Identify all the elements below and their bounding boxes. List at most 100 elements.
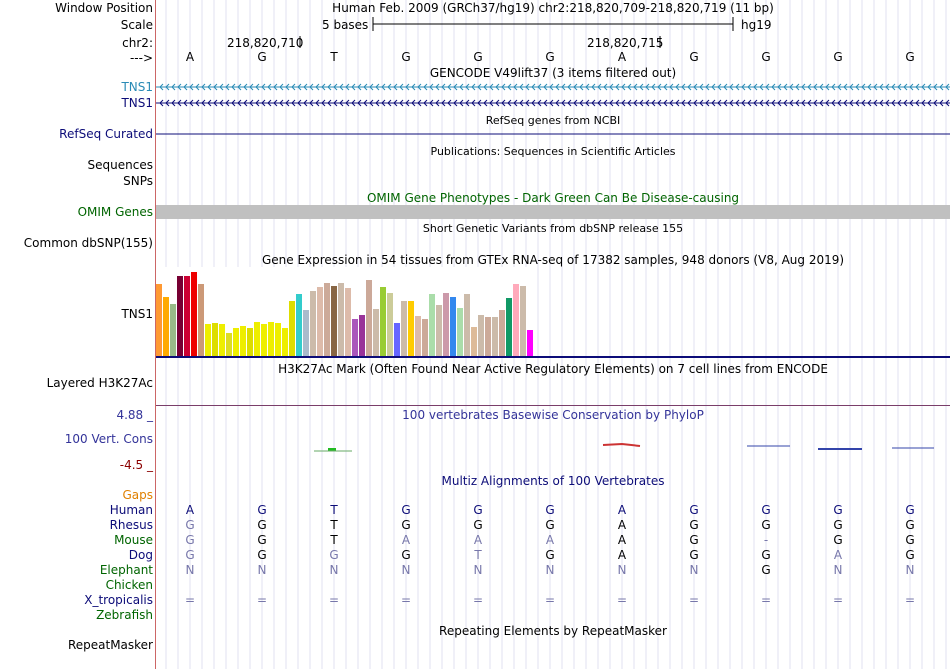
gtex-tissue-bar[interactable] <box>443 293 449 356</box>
dbsnp-track-title[interactable]: Short Genetic Variants from dbSNP releas… <box>422 222 684 235</box>
gtex-tissue-bar[interactable] <box>471 327 477 356</box>
repeatmasker-track-title[interactable]: Repeating Elements by RepeatMasker <box>439 624 667 638</box>
omim-genes-label[interactable]: OMIM Genes <box>77 205 153 219</box>
gtex-tissue-bar[interactable] <box>485 317 491 356</box>
alignment-base: T <box>474 548 482 562</box>
gtex-tissue-bar[interactable] <box>191 272 197 356</box>
gtex-tissue-bar[interactable] <box>233 328 239 356</box>
gtex-tissue-bar[interactable] <box>170 304 176 356</box>
alignment-base: = <box>400 593 412 607</box>
gtex-tissue-bar[interactable] <box>380 287 386 356</box>
gencode-track-title[interactable]: GENCODE V49lift37 (3 items filtered out) <box>429 66 677 80</box>
gtex-tissue-bar[interactable] <box>184 276 190 356</box>
omim-gene-bar[interactable] <box>156 205 950 219</box>
multiz-track-title[interactable]: Multiz Alignments of 100 Vertebrates <box>441 474 665 488</box>
gtex-tissue-bar[interactable] <box>254 322 260 356</box>
gtex-tissue-bar[interactable] <box>247 328 253 356</box>
refseq-curated-label[interactable]: RefSeq Curated <box>59 127 153 141</box>
layered-h3k27ac-label[interactable]: Layered H3K27Ac <box>46 376 153 390</box>
gtex-tissue-bar[interactable] <box>513 284 519 356</box>
gtex-expression-chart[interactable] <box>156 267 536 356</box>
gtex-tissue-bar[interactable] <box>373 309 379 356</box>
alignment-base: N <box>185 563 195 577</box>
species-label[interactable]: Zebrafish <box>96 608 153 622</box>
snps-label[interactable]: SNPs <box>123 174 153 188</box>
gtex-tissue-bar[interactable] <box>275 323 281 356</box>
phylop-track-title[interactable]: 100 vertebrates Basewise Conservation by… <box>402 408 704 422</box>
gtex-tissue-bar[interactable] <box>156 284 162 356</box>
gtex-tissue-bar[interactable] <box>401 301 407 356</box>
gtex-tissue-bar[interactable] <box>520 286 526 356</box>
gtex-tissue-bar[interactable] <box>261 324 267 356</box>
alignment-base: G <box>401 503 411 517</box>
species-label[interactable]: Mouse <box>114 533 153 547</box>
gtex-tissue-bar[interactable] <box>296 294 302 356</box>
gtex-tissue-bar[interactable] <box>310 291 316 356</box>
species-label[interactable]: Dog <box>128 548 153 562</box>
gtex-tissue-bar[interactable] <box>198 284 204 356</box>
gtex-tissue-bar[interactable] <box>499 310 505 356</box>
alignment-base: G <box>761 548 771 562</box>
gtex-tissue-bar[interactable] <box>212 323 218 356</box>
species-label[interactable]: Chicken <box>105 578 153 592</box>
gtex-tissue-bar[interactable] <box>303 310 309 356</box>
common-dbsnp-label[interactable]: Common dbSNP(155) <box>23 236 153 250</box>
gtex-tissue-bar[interactable] <box>506 298 512 356</box>
gtex-tissue-bar[interactable] <box>366 280 372 356</box>
refseq-track-title[interactable]: RefSeq genes from NCBI <box>485 114 621 127</box>
assembly-position-text[interactable]: Human Feb. 2009 (GRCh37/hg19) chr2:218,8… <box>332 1 774 15</box>
gtex-tissue-bar[interactable] <box>345 288 351 356</box>
gtex-tissue-bar[interactable] <box>219 324 225 356</box>
gaps-label[interactable]: Gaps <box>122 488 153 502</box>
gtex-tissue-bar[interactable] <box>422 319 428 356</box>
gtex-tissue-bar[interactable] <box>205 324 211 356</box>
gtex-tissue-bar[interactable] <box>163 297 169 356</box>
gtex-tissue-bar[interactable] <box>359 315 365 356</box>
gtex-tissue-bar[interactable] <box>478 315 484 356</box>
gtex-tissue-bar[interactable] <box>387 293 393 356</box>
gtex-tissue-bar[interactable] <box>177 276 183 356</box>
gtex-tissue-bar[interactable] <box>352 319 358 356</box>
gtex-tissue-bar[interactable] <box>408 301 414 356</box>
species-label[interactable]: Rhesus <box>109 518 153 532</box>
alignment-base: N <box>617 563 627 577</box>
species-label[interactable]: Elephant <box>99 563 153 577</box>
omim-track-title[interactable]: OMIM Gene Phenotypes - Dark Green Can Be… <box>366 191 740 205</box>
gtex-tissue-bar[interactable] <box>289 301 295 356</box>
gtex-tissue-bar[interactable] <box>457 308 463 356</box>
position-tick-label-2: 218,820,715 <box>587 36 664 50</box>
gencode-item-label-2[interactable]: TNS1 <box>121 96 153 110</box>
repeatmasker-label[interactable]: RepeatMasker <box>67 638 153 652</box>
alignment-base: G <box>689 503 699 517</box>
species-label[interactable]: Human <box>109 503 153 517</box>
gtex-tissue-bar[interactable] <box>268 322 274 356</box>
gtex-tissue-bar[interactable] <box>338 283 344 356</box>
gtex-tissue-bar[interactable] <box>527 330 533 356</box>
gtex-tissue-bar[interactable] <box>429 294 435 356</box>
alignment-base: A <box>185 503 195 517</box>
gtex-tissue-bar[interactable] <box>226 333 232 356</box>
gtex-tissue-bar[interactable] <box>436 305 442 356</box>
gtex-track-title[interactable]: Gene Expression in 54 tissues from GTEx … <box>261 253 845 267</box>
alignment-base: G <box>905 533 915 547</box>
gtex-tissue-bar[interactable] <box>324 283 330 356</box>
gtex-tissue-bar[interactable] <box>331 286 337 356</box>
publications-track-title[interactable]: Publications: Sequences in Scientific Ar… <box>430 145 676 158</box>
gencode-item-label-1[interactable]: TNS1 <box>121 80 153 94</box>
vert-cons-label[interactable]: 100 Vert. Cons <box>64 432 153 446</box>
gtex-tissue-bar[interactable] <box>240 326 246 356</box>
h3k27ac-track-title[interactable]: H3K27Ac Mark (Often Found Near Active Re… <box>278 362 828 376</box>
gtex-tissue-bar[interactable] <box>464 294 470 356</box>
alignment-base: = <box>184 593 196 607</box>
gtex-gene-label[interactable]: TNS1 <box>121 307 153 321</box>
gtex-tissue-bar[interactable] <box>394 323 400 356</box>
gtex-tissue-bar[interactable] <box>492 317 498 356</box>
gtex-tissue-bar[interactable] <box>450 297 456 356</box>
gtex-tissue-bar[interactable] <box>317 287 323 356</box>
gtex-tissue-bar[interactable] <box>415 316 421 356</box>
alignment-base: G <box>473 503 483 517</box>
species-label[interactable]: X_tropicalis <box>84 593 153 607</box>
sequences-label[interactable]: Sequences <box>87 158 153 172</box>
gtex-tissue-bar[interactable] <box>282 328 288 356</box>
alignment-base: N <box>329 563 339 577</box>
